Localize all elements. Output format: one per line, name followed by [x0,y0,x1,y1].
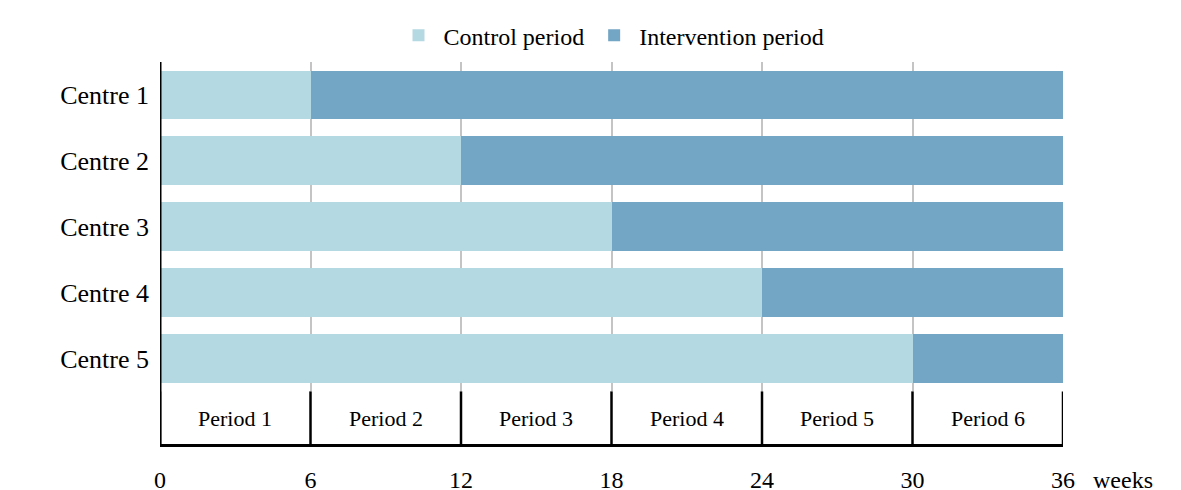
svg-text:Centre 3: Centre 3 [60,213,149,242]
svg-text:Period 6: Period 6 [951,406,1025,431]
svg-text:0: 0 [154,467,166,490]
svg-text:Centre 4: Centre 4 [60,279,149,308]
svg-text:Period 5: Period 5 [800,406,874,431]
svg-text:Centre 1: Centre 1 [60,81,149,110]
svg-text:Control period: Control period [444,24,585,50]
svg-text:24: 24 [750,467,774,490]
svg-text:Intervention period: Intervention period [639,24,824,50]
svg-text:30: 30 [901,467,925,490]
svg-text:Period 3: Period 3 [499,406,573,431]
svg-text:weeks: weeks [1093,467,1153,490]
svg-text:Centre 5: Centre 5 [60,345,149,374]
svg-text:36: 36 [1051,467,1075,490]
svg-text:Period 4: Period 4 [650,406,724,431]
svg-text:Centre 2: Centre 2 [60,147,149,176]
svg-text:12: 12 [449,467,473,490]
svg-text:Period 2: Period 2 [349,406,423,431]
svg-text:18: 18 [600,467,624,490]
svg-text:6: 6 [305,467,317,490]
svg-text:Period 1: Period 1 [198,406,272,431]
